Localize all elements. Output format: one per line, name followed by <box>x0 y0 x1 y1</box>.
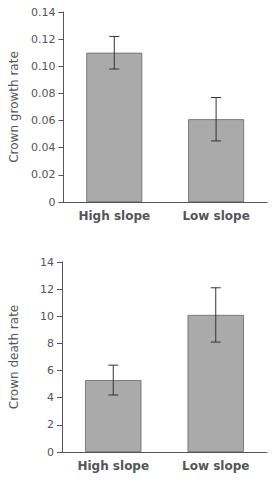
svg-text:0: 0 <box>48 196 55 209</box>
svg-text:4: 4 <box>47 391 54 404</box>
svg-text:Crown growth rate: Crown growth rate <box>7 51 21 163</box>
svg-text:0.12: 0.12 <box>31 33 56 46</box>
svg-text:10: 10 <box>40 310 54 323</box>
svg-text:0.06: 0.06 <box>31 114 56 127</box>
svg-text:14: 14 <box>40 256 54 269</box>
svg-text:2: 2 <box>47 418 54 431</box>
svg-text:High slope: High slope <box>78 209 150 223</box>
svg-text:0: 0 <box>47 446 54 459</box>
svg-text:0.10: 0.10 <box>31 60 56 73</box>
svg-text:Low slope: Low slope <box>182 209 249 223</box>
svg-text:8: 8 <box>47 337 54 350</box>
svg-text:0.14: 0.14 <box>31 6 56 19</box>
svg-text:Low slope: Low slope <box>182 459 249 473</box>
svg-text:0.04: 0.04 <box>31 141 56 154</box>
svg-text:0.08: 0.08 <box>31 87 56 100</box>
svg-text:12: 12 <box>40 283 54 296</box>
svg-text:6: 6 <box>47 364 54 377</box>
svg-text:0.02: 0.02 <box>31 168 56 181</box>
svg-text:High slope: High slope <box>77 459 149 473</box>
svg-text:Crown death rate: Crown death rate <box>7 305 21 409</box>
